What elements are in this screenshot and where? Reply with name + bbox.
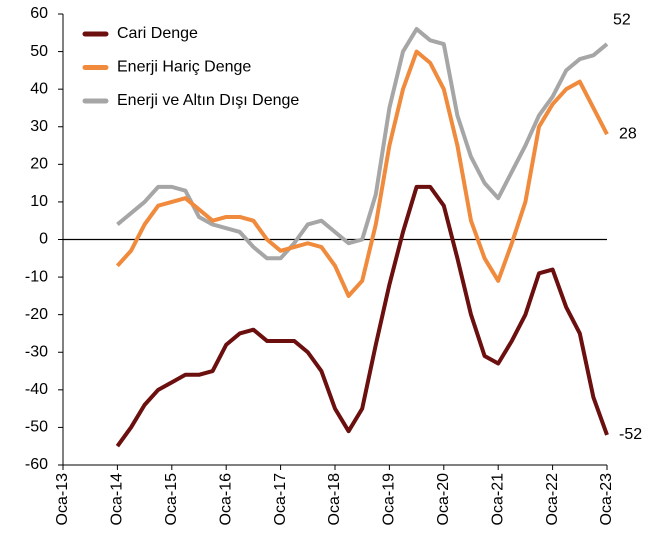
series-line (116, 27, 609, 261)
x-tick-label: Oca-16 (217, 473, 234, 526)
legend-label: Cari Denge (117, 25, 198, 42)
x-tick-label: Oca-15 (163, 473, 180, 526)
x-tick-label: Oca-21 (489, 473, 506, 526)
x-tick-label: Oca-22 (544, 473, 561, 526)
legend-label: Enerji ve Altın Dışı Denge (117, 92, 299, 109)
y-tick-label: 40 (30, 80, 48, 97)
x-tick-label: Oca-13 (54, 473, 71, 526)
y-tick-label: 50 (30, 43, 48, 60)
series-line (115, 49, 609, 298)
x-tick-label: Oca-14 (109, 473, 126, 526)
x-tick-label: Oca-20 (435, 473, 452, 526)
end-label: 28 (619, 125, 637, 142)
end-label: 52 (613, 11, 631, 28)
series-line (115, 184, 609, 448)
y-tick-label: 60 (30, 5, 48, 22)
y-tick-label: 30 (30, 118, 48, 135)
y-tick-label: -20 (25, 306, 48, 323)
x-tick-label: Oca-18 (326, 473, 343, 526)
legend-label: Enerji Hariç Denge (117, 59, 251, 76)
y-tick-label: 20 (30, 156, 48, 173)
y-tick-label: -60 (25, 456, 48, 473)
x-tick-label: Oca-17 (272, 473, 289, 526)
x-tick-label: Oca-19 (381, 473, 398, 526)
y-tick-label: -50 (25, 419, 48, 436)
y-tick-label: 0 (39, 231, 48, 248)
y-tick-label: -40 (25, 381, 48, 398)
y-tick-label: 10 (30, 193, 48, 210)
end-label: -52 (619, 426, 642, 443)
y-tick-label: -10 (25, 268, 48, 285)
y-tick-label: -30 (25, 343, 48, 360)
x-tick-label: Oca-23 (598, 473, 615, 526)
